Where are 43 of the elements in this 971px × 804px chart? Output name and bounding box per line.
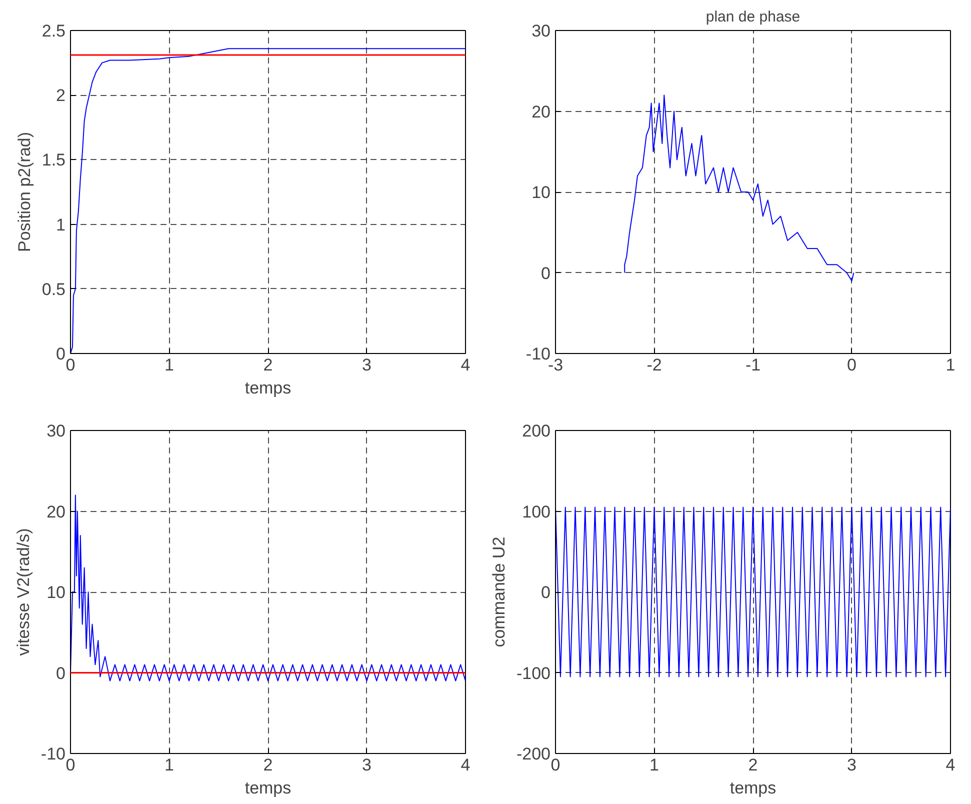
x-tick-label: 4 xyxy=(460,356,470,374)
y-tick-label: -10 xyxy=(40,744,66,764)
chart-title: plan de phase xyxy=(706,8,800,26)
x-tick-label: 1 xyxy=(650,756,659,774)
y-tick-label: 30 xyxy=(46,422,66,440)
y-tick-label: 20 xyxy=(46,502,66,522)
x-tick-label: 4 xyxy=(460,756,470,774)
x-axis-title: temps xyxy=(244,378,292,398)
x-tick-label: 1 xyxy=(164,756,174,774)
y-tick-label: -200 xyxy=(516,744,551,764)
y-tick-label: 2 xyxy=(56,86,66,106)
x-tick-label: 0 xyxy=(847,356,856,374)
y-tick-label: 0.5 xyxy=(42,280,66,299)
x-axis-title: temps xyxy=(730,778,776,798)
x-tick-label: -2 xyxy=(646,356,662,374)
x-tick-label: 2 xyxy=(263,756,273,774)
y-tick-label: 1.5 xyxy=(42,150,66,170)
y-axis-title: Position p2(rad) xyxy=(14,132,34,252)
y-tick-label: 0 xyxy=(541,264,551,283)
x-tick-label: 3 xyxy=(847,756,856,774)
y-tick-label: 100 xyxy=(522,502,551,522)
x-tick-label: 4 xyxy=(946,756,956,774)
x-tick-label: 1 xyxy=(164,356,174,374)
y-axis-title: vitesse V2(rad/s) xyxy=(14,528,33,656)
y-tick-label: 1 xyxy=(56,215,66,234)
x-tick-label: 1 xyxy=(946,356,956,374)
y-tick-label: -10 xyxy=(526,344,551,364)
y-tick-label: 200 xyxy=(522,422,551,440)
y-tick-label: 30 xyxy=(532,22,551,40)
x-tick-label: 2 xyxy=(748,756,758,774)
y-tick-label: 10 xyxy=(532,183,551,202)
y-tick-label: -100 xyxy=(516,664,551,683)
x-tick-label: 3 xyxy=(362,356,372,374)
x-tick-label: -1 xyxy=(745,356,761,374)
y-tick-label: 2.5 xyxy=(42,22,66,40)
y-tick-label: 0 xyxy=(541,583,551,602)
y-tick-label: 10 xyxy=(46,583,66,602)
x-tick-label: 2 xyxy=(263,356,273,374)
x-axis-title: temps xyxy=(244,778,292,798)
y-axis-title: commande U2 xyxy=(489,536,508,648)
x-tick-label: 3 xyxy=(362,756,372,774)
y-tick-label: 20 xyxy=(532,102,551,122)
y-tick-label: 0 xyxy=(56,664,66,683)
